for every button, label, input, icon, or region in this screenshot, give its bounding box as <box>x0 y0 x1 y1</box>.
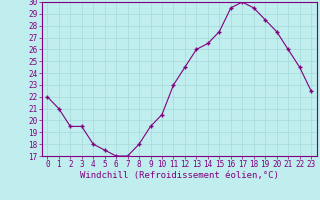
X-axis label: Windchill (Refroidissement éolien,°C): Windchill (Refroidissement éolien,°C) <box>80 171 279 180</box>
